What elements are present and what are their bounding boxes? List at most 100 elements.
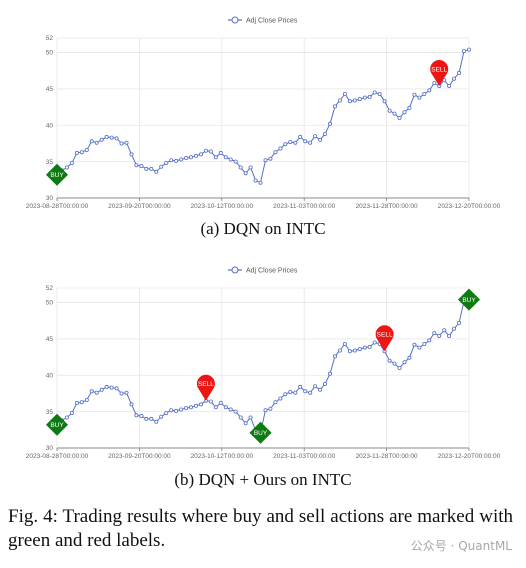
x-tick-label: 2023-12-20T00:00:00 — [438, 203, 501, 210]
x-tick-label: 2023-11-03T00:00:00 — [273, 203, 335, 210]
price-point — [74, 150, 79, 155]
price-point — [213, 405, 218, 410]
price-point — [417, 345, 422, 350]
price-point — [466, 47, 471, 52]
x-tick-label: 2023-09-20T00:00:00 — [108, 203, 171, 210]
price-point — [298, 134, 303, 139]
price-point — [94, 140, 99, 145]
price-point — [268, 156, 273, 161]
price-point — [357, 97, 362, 102]
price-point — [233, 159, 238, 164]
y-tick-label: 35 — [46, 409, 54, 416]
price-point — [367, 94, 372, 99]
price-point — [427, 338, 432, 343]
price-point — [169, 408, 174, 413]
price-point — [179, 157, 184, 162]
price-point — [322, 382, 327, 387]
price-point — [327, 121, 332, 126]
buy-marker — [458, 288, 480, 311]
price-point — [263, 158, 268, 163]
price-point — [169, 158, 174, 163]
price-point — [253, 178, 258, 183]
price-point — [208, 399, 213, 404]
price-point — [457, 70, 462, 75]
price-point — [129, 152, 134, 157]
price-point — [457, 320, 462, 325]
price-point — [332, 104, 337, 109]
price-point — [94, 390, 99, 395]
price-point — [432, 81, 437, 86]
price-point — [313, 134, 318, 139]
price-point — [263, 408, 268, 413]
price-point — [372, 90, 377, 95]
x-tick-label: 2023-08-28T00:00:00 — [26, 453, 89, 460]
caption-a: (a) DQN on INTC — [200, 219, 326, 238]
x-tick-label: 2023-12-20T00:00:00 — [438, 453, 501, 460]
price-line — [56, 299, 470, 434]
price-point — [432, 331, 437, 336]
price-point — [228, 157, 233, 162]
price-point — [109, 385, 114, 390]
price-point — [347, 99, 352, 104]
price-point — [447, 334, 452, 339]
price-point — [104, 384, 109, 389]
sell-marker-label: SELL — [198, 381, 214, 388]
price-point — [104, 134, 109, 139]
chart-dqn: 30 35 40 45 50 52 2023-08-28T00:00:00 2023-09-2… — [26, 16, 501, 210]
price-point — [79, 150, 84, 155]
price-point — [69, 411, 74, 416]
price-point — [233, 409, 238, 414]
sell-marker-label: SELL — [431, 66, 447, 73]
price-point — [288, 139, 293, 144]
price-point — [228, 407, 233, 412]
price-point — [193, 153, 198, 158]
price-point — [332, 354, 337, 359]
y-tick-label: 30 — [46, 195, 54, 202]
price-point — [372, 340, 377, 345]
price-point — [74, 400, 79, 405]
x-tick-label: 2023-10-12T00:00:00 — [191, 203, 254, 210]
legend-symbol — [231, 16, 239, 24]
price-point — [89, 139, 94, 144]
price-point — [69, 161, 74, 166]
price-point — [154, 419, 159, 424]
y-tick-label: 52 — [46, 285, 54, 292]
price-point — [392, 111, 397, 116]
price-point — [84, 147, 89, 152]
price-point — [362, 95, 367, 100]
price-point — [422, 92, 427, 97]
price-point — [461, 49, 466, 54]
price-point — [352, 348, 357, 353]
price-point — [273, 150, 278, 155]
price-point — [342, 342, 347, 347]
price-point — [337, 348, 342, 353]
price-point — [179, 407, 184, 412]
y-tick-label: 50 — [46, 300, 54, 307]
price-point — [397, 116, 402, 121]
price-point — [198, 402, 203, 407]
price-point — [64, 415, 69, 420]
price-point — [278, 146, 283, 151]
legend-label: Adj Close Prices — [246, 267, 298, 274]
x-tick-label: 2023-11-28T00:00:00 — [356, 203, 418, 210]
price-point — [407, 355, 412, 360]
price-point — [193, 403, 198, 408]
legend-label: Adj Close Prices — [246, 17, 298, 24]
figure-caption: Fig. 4: Trading results where buy and se… — [8, 506, 513, 551]
price-point — [223, 405, 228, 410]
buy-marker — [249, 421, 272, 444]
price-point — [243, 421, 248, 426]
price-point — [308, 140, 313, 145]
legend-symbol — [231, 266, 239, 274]
price-point — [322, 132, 327, 137]
price-point — [452, 326, 457, 331]
price-point — [417, 95, 422, 100]
price-point — [422, 342, 427, 347]
price-point — [114, 136, 119, 141]
price-point — [402, 360, 407, 365]
price-point — [387, 108, 392, 113]
price-point — [114, 386, 119, 391]
price-point — [203, 148, 208, 153]
price-point — [134, 413, 139, 418]
y-tick-label: 45 — [46, 336, 54, 343]
